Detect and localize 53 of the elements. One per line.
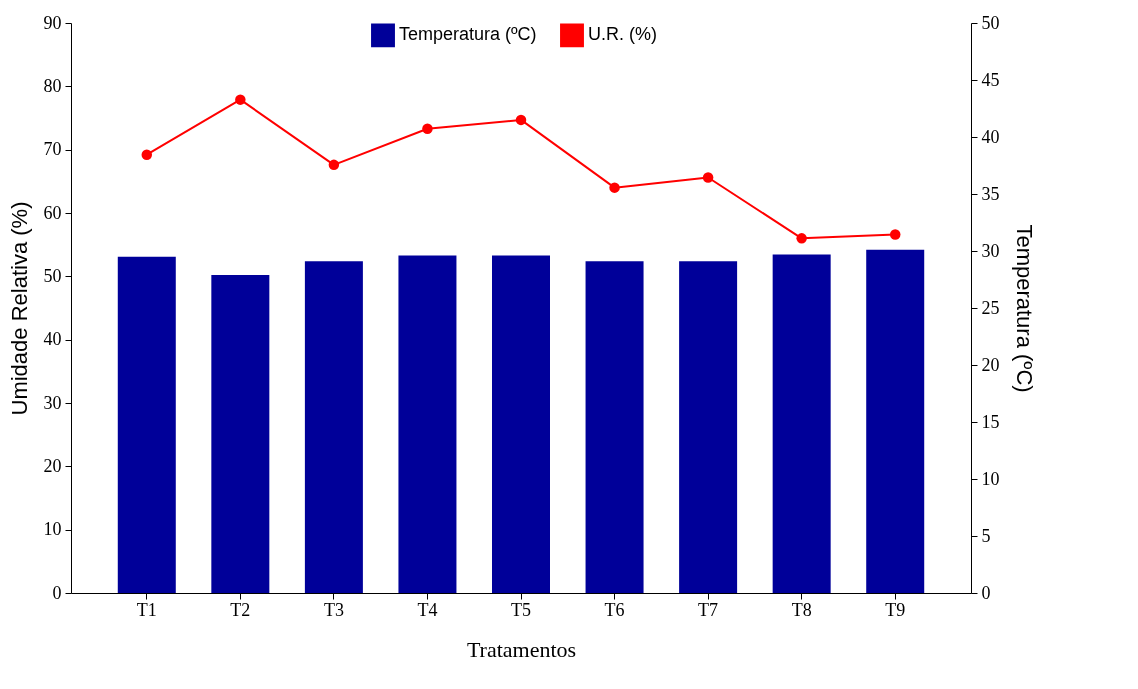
y-tick-label: 80 <box>43 75 62 96</box>
legend-label: Temperatura (ºC) <box>399 24 537 45</box>
x-tick-label: T1 <box>136 599 157 620</box>
point <box>235 94 246 105</box>
y2-tick-label: 25 <box>981 297 1000 318</box>
point <box>609 182 620 193</box>
x-tick-label: T9 <box>885 599 906 620</box>
x-tick-label: T2 <box>230 599 251 620</box>
bar <box>492 255 550 593</box>
y2-tick-label: 30 <box>981 240 1000 261</box>
bar <box>585 261 644 593</box>
y2-tick-label: 40 <box>981 126 1000 147</box>
y-tick-label: 70 <box>43 139 62 160</box>
bar <box>679 261 738 593</box>
x-axis-title: Tratamentos <box>466 636 577 662</box>
y-tick-label: 10 <box>43 519 62 540</box>
bar <box>772 254 831 593</box>
point <box>702 172 714 183</box>
bar <box>866 249 925 593</box>
y-tick-label: 0 <box>52 582 62 603</box>
point <box>796 233 807 244</box>
y-tick-label: 20 <box>43 455 62 476</box>
bar <box>398 255 457 593</box>
bar <box>304 261 363 593</box>
y-tick-label: 40 <box>43 329 62 350</box>
y-tick-label: 50 <box>43 265 62 286</box>
x-tick-label: T5 <box>511 599 531 620</box>
x-tick-label: T7 <box>698 599 719 620</box>
point <box>141 149 153 160</box>
x-tick-label: T4 <box>417 599 438 620</box>
x-tick-label: T8 <box>791 599 812 620</box>
y2-axis-title: Temperatura (ºC) <box>1011 224 1037 393</box>
point <box>889 229 901 240</box>
y2-tick-label: 45 <box>981 69 1000 90</box>
bar <box>117 256 176 593</box>
x-tick-label: T6 <box>604 599 625 620</box>
y2-tick-label: 5 <box>981 525 991 546</box>
y2-tick-label: 0 <box>981 582 991 603</box>
y-tick-label: 90 <box>43 12 62 33</box>
y-tick-label: 30 <box>43 392 62 413</box>
y-tick-label: 60 <box>43 202 62 223</box>
y2-tick-label: 35 <box>981 183 1000 204</box>
y-axis-title: Umidade Relativa (%) <box>6 201 32 416</box>
y2-tick-label: 50 <box>981 12 1000 33</box>
legend-label: U.R. (%) <box>588 24 657 45</box>
y2-tick-label: 15 <box>981 411 1000 432</box>
point <box>328 159 340 171</box>
bar <box>211 274 270 593</box>
y2-tick-label: 10 <box>981 468 1000 489</box>
x-tick-label: T3 <box>323 599 344 620</box>
point <box>422 123 433 134</box>
point <box>515 114 527 126</box>
y2-tick-label: 20 <box>981 354 1000 375</box>
